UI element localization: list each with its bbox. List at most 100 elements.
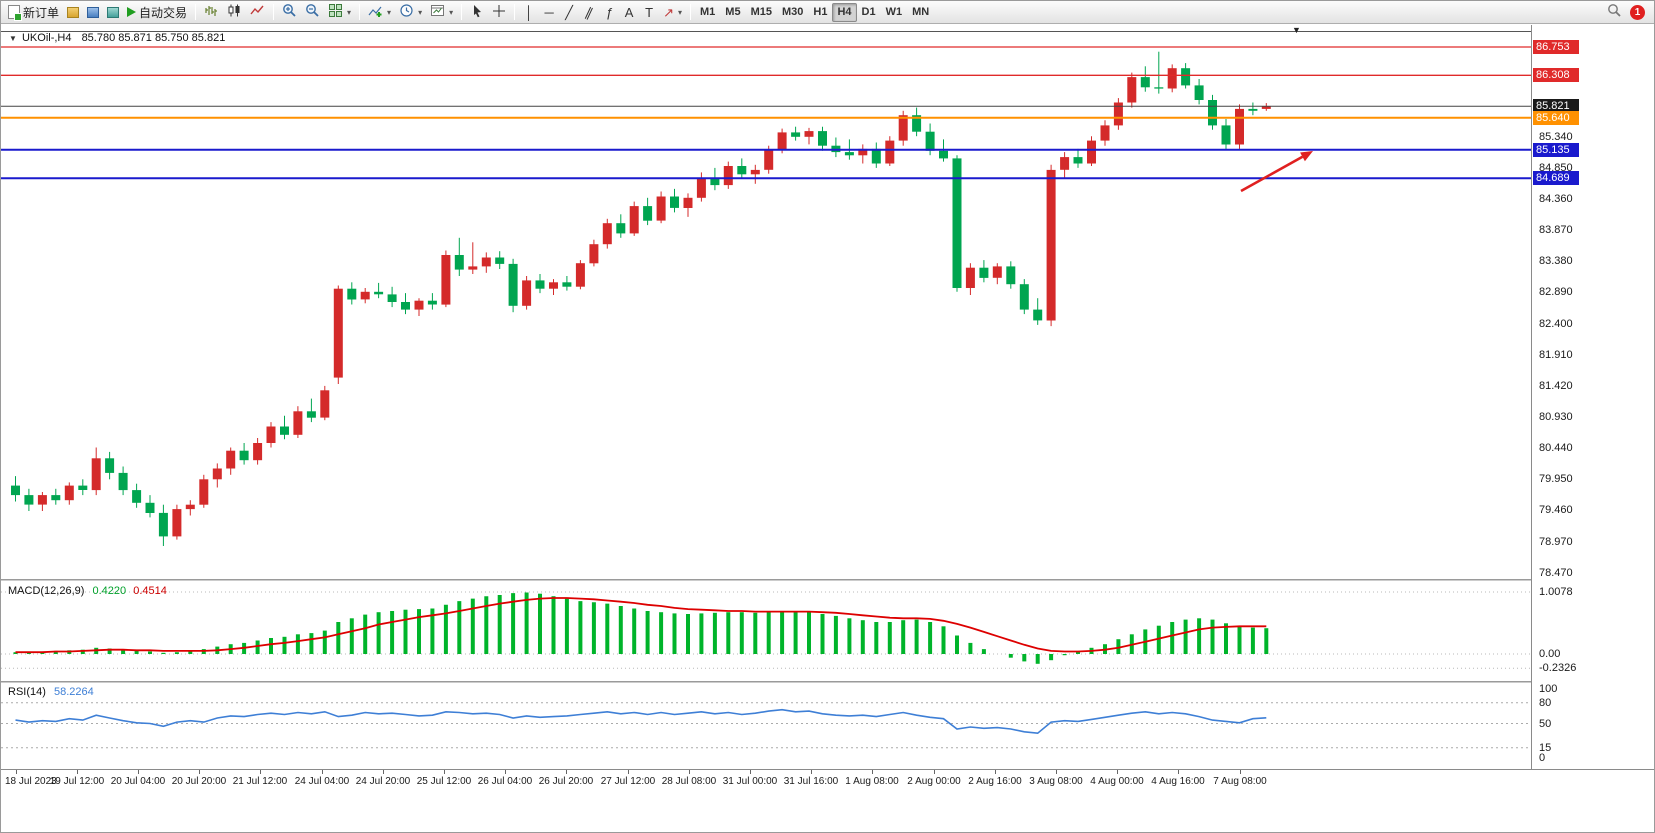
time-tick xyxy=(1117,770,1118,774)
annotation-arrow xyxy=(1240,151,1313,193)
price-axis[interactable]: 85.340 84.850 84.360 83.870 83.380 82.890 82.4… xyxy=(1531,25,1654,769)
time-tick xyxy=(934,770,935,774)
zoom-out-button[interactable] xyxy=(301,3,324,22)
text-tool-button[interactable]: A xyxy=(619,3,639,22)
fibonacci-tool-button[interactable]: ƒ xyxy=(599,3,619,22)
tile-windows-icon xyxy=(328,3,343,21)
timeframe-buttons: M1 M5 M15 M30 H1 H4 D1 W1 MN xyxy=(695,2,934,22)
trendline-tool-button[interactable]: ╱ xyxy=(559,3,579,22)
auto-trading-icon xyxy=(127,7,137,17)
timeframe-button-d1[interactable]: D1 xyxy=(857,3,881,22)
price-axis-label: 79.460 xyxy=(1539,504,1573,516)
price-badge: 85.821 xyxy=(1533,99,1579,113)
channel-tool-button[interactable]: ∥ xyxy=(579,3,599,22)
price-badge: 86.753 xyxy=(1533,40,1579,54)
price-chart[interactable] xyxy=(1,25,1531,579)
periods-button[interactable]: ▾ xyxy=(395,3,426,22)
timeframe-button-h4[interactable]: H4 xyxy=(832,2,857,22)
new-order-icon xyxy=(8,5,22,21)
rsi-axis-label: 100 xyxy=(1539,683,1558,695)
macd-panel[interactable] xyxy=(1,581,1531,681)
time-axis-label: 2 Aug 16:00 xyxy=(968,776,1022,787)
time-tick xyxy=(322,770,323,774)
time-axis-label: 20 Jul 04:00 xyxy=(110,776,166,787)
time-axis-label: 1 Aug 08:00 xyxy=(845,776,899,787)
macd-signal-value: 0.4514 xyxy=(133,585,167,597)
time-tick xyxy=(872,770,873,774)
zoom-out-icon xyxy=(305,3,320,21)
timeframe-button-m15[interactable]: M15 xyxy=(746,3,777,22)
crosshair-tool-button[interactable] xyxy=(488,3,510,22)
price-axis-label: 80.930 xyxy=(1539,411,1573,423)
price-badge: 84.689 xyxy=(1533,171,1579,185)
time-axis[interactable]: 18 Jul 2023 19 Jul 12:00 20 Jul 04:00 20 Ju… xyxy=(1,769,1654,795)
time-axis-label: 4 Aug 16:00 xyxy=(1151,776,1205,787)
text-tool-icon: A xyxy=(624,4,634,20)
time-axis-label: 4 Aug 00:00 xyxy=(1090,776,1144,787)
arrows-tool-button[interactable]: ↗ ▾ xyxy=(659,3,686,22)
chevron-down-icon: ▾ xyxy=(418,7,423,17)
rsi-panel[interactable] xyxy=(1,683,1531,769)
toolbar-separator xyxy=(359,4,361,20)
timeframe-button-mn[interactable]: MN xyxy=(907,3,934,22)
auto-trading-button[interactable]: 自动交易 xyxy=(123,3,191,22)
toolbar-separator xyxy=(461,4,463,20)
search-icon xyxy=(1607,3,1622,21)
time-tick xyxy=(383,770,384,774)
label-tool-button[interactable]: T xyxy=(639,3,659,22)
indicators-button[interactable]: ▾ xyxy=(364,3,395,22)
macd-label: MACD(12,26,9) xyxy=(8,585,85,597)
toolbar-separator xyxy=(690,4,692,20)
navigator-button[interactable] xyxy=(83,3,103,22)
timeframe-button-m1[interactable]: M1 xyxy=(695,3,720,22)
price-axis-label: 81.910 xyxy=(1539,349,1573,361)
time-axis-label: 26 Jul 04:00 xyxy=(477,776,533,787)
time-axis-label: 19 Jul 12:00 xyxy=(49,776,105,787)
vertical-line-tool-button[interactable]: │ xyxy=(519,3,539,22)
macd-header: MACD(12,26,9) 0.4220 0.4514 xyxy=(8,585,167,597)
time-tick xyxy=(138,770,139,774)
time-axis-label: 21 Jul 12:00 xyxy=(232,776,288,787)
notification-badge[interactable]: 1 xyxy=(1630,4,1645,20)
candlestick-chart-icon xyxy=(227,3,242,21)
rsi-label: RSI(14) xyxy=(8,686,46,698)
candlestick-chart-type-button[interactable] xyxy=(223,3,246,22)
time-axis-label: 20 Jul 20:00 xyxy=(171,776,227,787)
ohlc-toggle-icon[interactable]: ▼ xyxy=(9,34,17,43)
timeframe-button-w1[interactable]: W1 xyxy=(881,3,908,22)
time-tick xyxy=(199,770,200,774)
time-axis-label: 28 Jul 08:00 xyxy=(661,776,717,787)
rsi-level-lines xyxy=(1,702,1531,749)
bar-chart-type-button[interactable] xyxy=(200,3,223,22)
cursor-icon xyxy=(470,4,484,21)
terminal-button[interactable] xyxy=(103,3,123,22)
templates-button[interactable]: ▾ xyxy=(426,3,457,22)
panel-separator[interactable] xyxy=(1,579,1654,581)
chart-shift-marker[interactable]: ▼ xyxy=(1292,25,1301,35)
tile-windows-button[interactable]: ▾ xyxy=(324,3,355,22)
price-badge: 85.135 xyxy=(1533,143,1579,157)
toolbar-separator xyxy=(514,4,516,20)
cursor-tool-button[interactable] xyxy=(466,3,488,22)
zoom-in-icon xyxy=(282,3,297,21)
timeframe-button-m5[interactable]: M5 xyxy=(720,3,745,22)
macd-main-value: 0.4220 xyxy=(92,585,127,597)
horizontal-line-tool-button[interactable]: ─ xyxy=(539,3,559,22)
timeframe-button-m30[interactable]: M30 xyxy=(777,3,808,22)
panel-separator[interactable] xyxy=(1,681,1654,683)
time-tick xyxy=(260,770,261,774)
line-chart-type-button[interactable] xyxy=(246,3,269,22)
search-button[interactable] xyxy=(1603,3,1626,22)
time-axis-label: 2 Aug 00:00 xyxy=(907,776,961,787)
template-icon xyxy=(430,3,445,21)
rsi-axis-label: 80 xyxy=(1539,697,1552,709)
zoom-in-button[interactable] xyxy=(278,3,301,22)
new-order-button[interactable]: 新订单 xyxy=(4,3,63,22)
rsi-axis-label: 50 xyxy=(1539,718,1552,730)
time-axis-label: 25 Jul 12:00 xyxy=(416,776,472,787)
time-tick xyxy=(750,770,751,774)
rsi-header: RSI(14) 58.2264 xyxy=(8,686,94,698)
chart-symbol-header: ▼ UKOil-,H4 85.780 85.871 85.750 85.821 xyxy=(9,32,225,44)
timeframe-button-h1[interactable]: H1 xyxy=(808,3,832,22)
market-watch-button[interactable] xyxy=(63,3,83,22)
